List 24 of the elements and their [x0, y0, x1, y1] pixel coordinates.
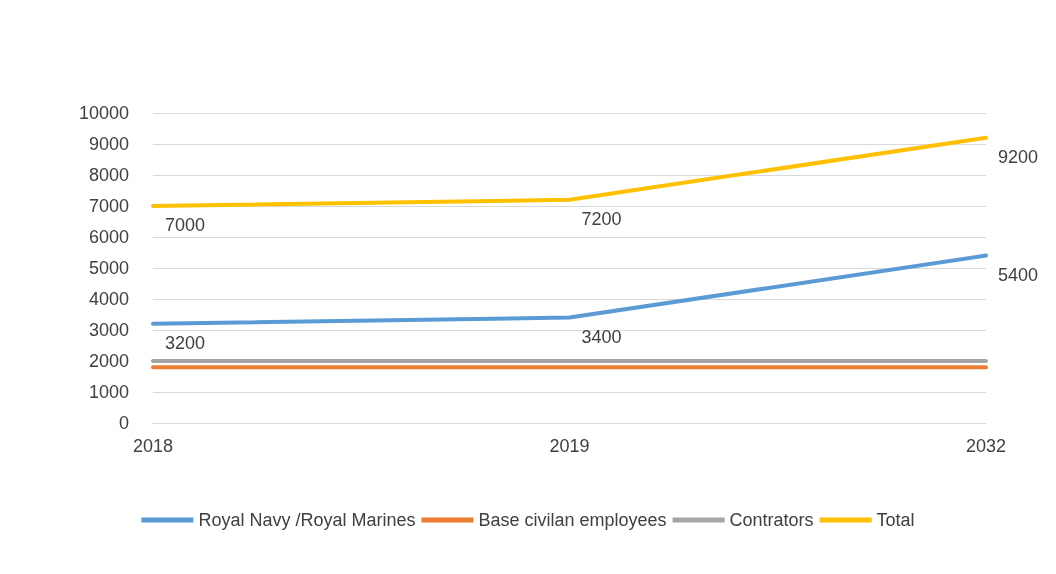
data-label: 7200 — [581, 208, 622, 229]
data-label: 3400 — [581, 326, 622, 347]
y-tick-label: 8000 — [88, 165, 129, 185]
y-tick-label: 5000 — [88, 258, 129, 278]
legend-label: Contrators — [729, 510, 814, 530]
y-tick-label: 4000 — [88, 289, 129, 309]
x-tick-label: 2018 — [132, 436, 174, 456]
data-label: 9200 — [998, 146, 1039, 167]
legend-label: Base civilan employees — [478, 510, 667, 530]
y-tick-label: 2000 — [88, 351, 129, 371]
data-label: 3200 — [165, 332, 206, 353]
y-tick-label: 0 — [118, 413, 129, 433]
x-tick-label: 2032 — [965, 436, 1007, 456]
y-tick-label: 10000 — [78, 103, 129, 123]
data-label: 7000 — [165, 215, 206, 235]
y-tick-label: 6000 — [88, 227, 129, 247]
y-tick-label: 7000 — [88, 196, 129, 216]
y-tick-label: 3000 — [88, 320, 129, 340]
y-tick-label: 1000 — [88, 382, 129, 402]
x-tick-label: 2019 — [549, 436, 590, 456]
legend-label: Total — [876, 510, 915, 530]
y-tick-label: 9000 — [88, 134, 129, 154]
legend-label: Royal Navy /Royal Marines — [198, 510, 416, 530]
data-label: 5400 — [998, 264, 1039, 285]
